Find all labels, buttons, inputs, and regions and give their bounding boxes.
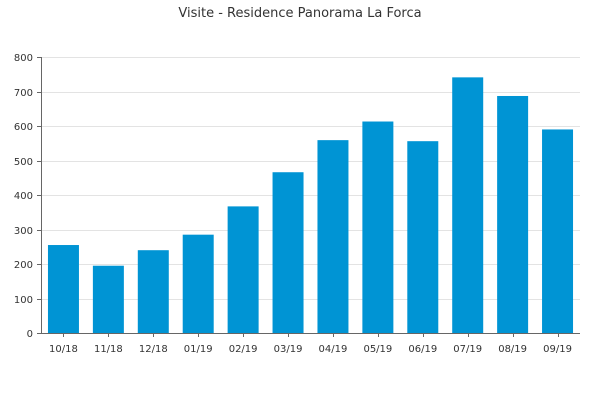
y-tick-label: 100 xyxy=(14,295,33,306)
y-tick-label: 600 xyxy=(14,122,33,133)
y-tick-label: 0 xyxy=(27,329,33,340)
bar-02-19 xyxy=(227,206,259,333)
bar-10-18 xyxy=(47,245,79,333)
x-tick-label: 07/19 xyxy=(453,344,482,355)
bar-05-19 xyxy=(362,121,394,333)
bar-07-19 xyxy=(452,77,484,333)
x-tick-label: 03/19 xyxy=(274,344,303,355)
bar-08-19 xyxy=(497,95,529,333)
x-tick-label: 05/19 xyxy=(363,344,392,355)
y-tick-label: 200 xyxy=(14,260,33,271)
y-tick-label: 500 xyxy=(14,157,33,168)
x-tick-label: 02/19 xyxy=(229,344,258,355)
axes xyxy=(37,57,580,337)
y-tick-label: 700 xyxy=(14,88,33,99)
x-tick-label: 11/18 xyxy=(94,344,123,355)
bar-04-19 xyxy=(317,140,349,333)
x-tick-label: 12/18 xyxy=(139,344,168,355)
y-tick-labels: 0 100 200 300 400 500 600 700 800 xyxy=(14,53,33,340)
x-tick-label: 08/19 xyxy=(498,344,527,355)
y-tick-label: 800 xyxy=(14,53,33,64)
bar-01-19 xyxy=(182,234,214,333)
x-tick-labels: 10/18 11/18 12/18 01/19 02/19 03/19 04/19 05/19… xyxy=(49,344,572,355)
bar-12-18 xyxy=(137,250,169,333)
x-tick-label: 04/19 xyxy=(319,344,348,355)
bar-09-19 xyxy=(542,129,574,333)
bar-11-18 xyxy=(92,265,124,333)
bar-06-19 xyxy=(407,141,439,333)
chart-title: Visite - Residence Panorama La Forca xyxy=(178,6,421,21)
y-tick-label: 400 xyxy=(14,191,33,202)
x-tick-label: 06/19 xyxy=(408,344,437,355)
y-tick-label: 300 xyxy=(14,226,33,237)
bar-03-19 xyxy=(272,172,304,333)
x-tick-label: 09/19 xyxy=(543,344,572,355)
bars xyxy=(47,77,574,333)
x-tick-label: 10/18 xyxy=(49,344,78,355)
x-tick-label: 01/19 xyxy=(184,344,213,355)
grid-lines xyxy=(41,57,580,300)
